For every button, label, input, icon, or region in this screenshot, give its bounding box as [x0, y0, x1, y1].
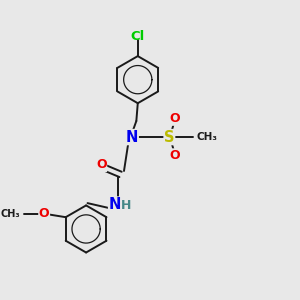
Text: O: O [169, 149, 180, 162]
Text: CH₃: CH₃ [1, 209, 20, 219]
Text: H: H [121, 200, 131, 212]
Text: N: N [126, 130, 138, 145]
Text: S: S [164, 130, 175, 145]
Text: O: O [169, 112, 180, 125]
Text: O: O [39, 207, 50, 220]
Text: Cl: Cl [130, 30, 145, 43]
Text: N: N [109, 197, 121, 212]
Text: CH₃: CH₃ [196, 132, 218, 142]
Text: O: O [96, 158, 106, 171]
